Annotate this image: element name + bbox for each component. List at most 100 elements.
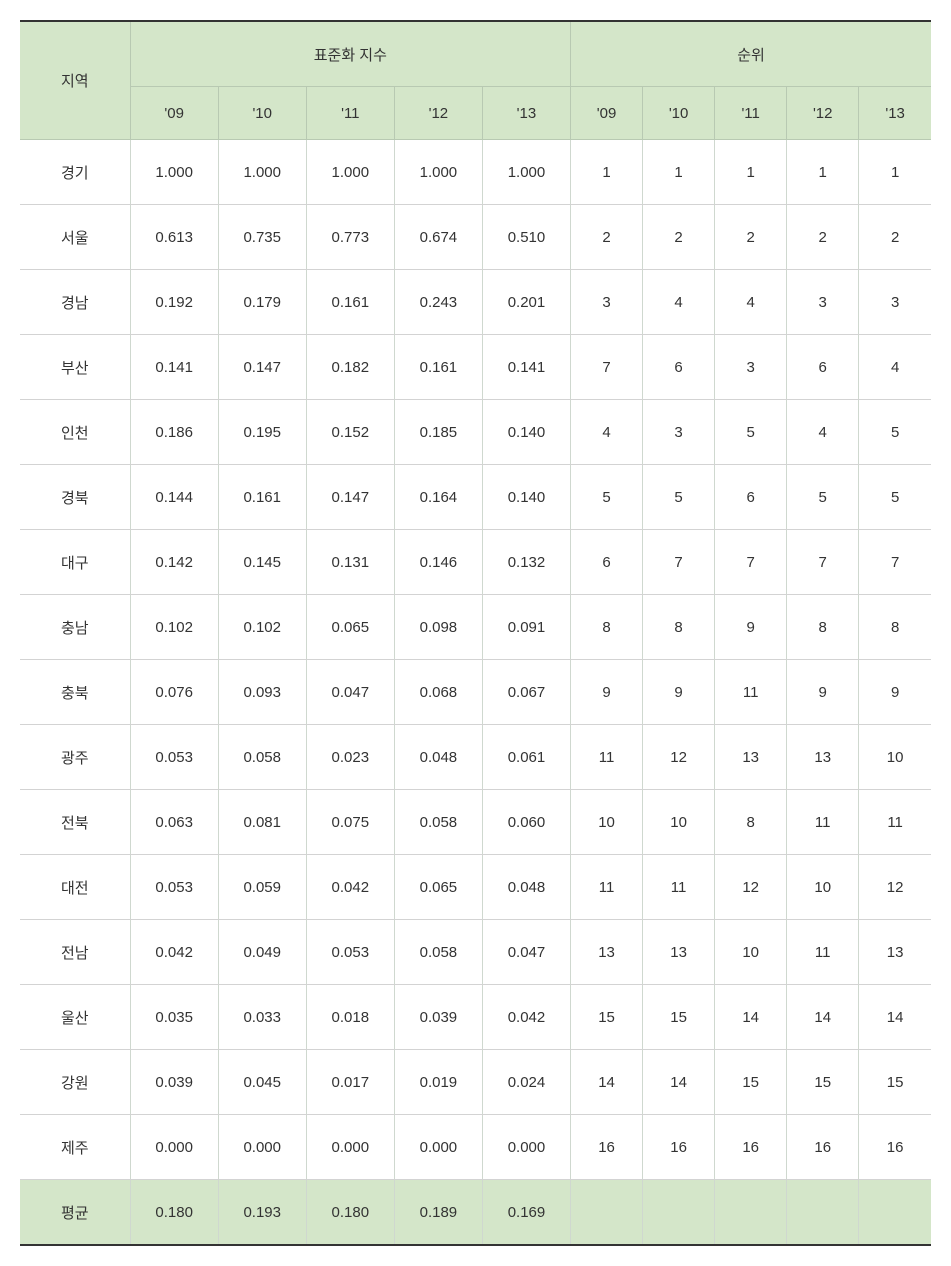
cell-index: 0.185 [394, 400, 482, 465]
data-table-container: 지역 표준화 지수 순위 '09 '10 '11 '12 '13 '09 '10… [20, 20, 931, 1246]
cell-rank: 13 [715, 725, 787, 790]
cell-index: 0.053 [130, 725, 218, 790]
header-region: 지역 [20, 21, 130, 140]
cell-rank: 1 [787, 140, 859, 205]
cell-rank: 8 [787, 595, 859, 660]
header-year-idx-4: '13 [482, 87, 570, 140]
cell-index: 1.000 [130, 140, 218, 205]
cell-rank: 1 [859, 140, 931, 205]
cell-index: 0.182 [306, 335, 394, 400]
cell-rank: 10 [643, 790, 715, 855]
cell-rank: 13 [571, 920, 643, 985]
cell-region: 경남 [20, 270, 130, 335]
cell-index: 0.179 [218, 270, 306, 335]
cell-index: 1.000 [218, 140, 306, 205]
cell-index: 0.058 [394, 920, 482, 985]
cell-index: 0.180 [306, 1180, 394, 1246]
cell-rank: 10 [787, 855, 859, 920]
cell-rank: 5 [715, 400, 787, 465]
cell-rank: 16 [643, 1115, 715, 1180]
cell-index: 0.047 [482, 920, 570, 985]
table-row: 울산0.0350.0330.0180.0390.0421515141414 [20, 985, 931, 1050]
cell-index: 0.773 [306, 205, 394, 270]
cell-index: 0.169 [482, 1180, 570, 1246]
cell-rank: 9 [715, 595, 787, 660]
cell-index: 0.063 [130, 790, 218, 855]
cell-index: 0.243 [394, 270, 482, 335]
cell-index: 0.140 [482, 400, 570, 465]
cell-rank: 16 [787, 1115, 859, 1180]
table-row: 전남0.0420.0490.0530.0580.0471313101113 [20, 920, 931, 985]
cell-rank: 11 [571, 855, 643, 920]
cell-rank: 4 [715, 270, 787, 335]
cell-index: 0.735 [218, 205, 306, 270]
cell-region: 광주 [20, 725, 130, 790]
cell-rank: 11 [787, 920, 859, 985]
cell-rank: 12 [643, 725, 715, 790]
cell-index: 1.000 [306, 140, 394, 205]
cell-rank: 7 [859, 530, 931, 595]
cell-rank: 8 [571, 595, 643, 660]
cell-rank: 5 [571, 465, 643, 530]
cell-rank: 5 [643, 465, 715, 530]
cell-rank: 2 [787, 205, 859, 270]
cell-rank: 8 [859, 595, 931, 660]
cell-region: 전남 [20, 920, 130, 985]
table-row: 대구0.1420.1450.1310.1460.13267777 [20, 530, 931, 595]
cell-index: 0.048 [394, 725, 482, 790]
cell-rank: 4 [859, 335, 931, 400]
cell-index: 0.161 [218, 465, 306, 530]
cell-rank: 11 [859, 790, 931, 855]
cell-rank: 16 [571, 1115, 643, 1180]
table-row: 전북0.0630.0810.0750.0580.060101081111 [20, 790, 931, 855]
cell-rank: 2 [859, 205, 931, 270]
cell-rank: 1 [715, 140, 787, 205]
cell-index: 0.192 [130, 270, 218, 335]
cell-rank: 14 [643, 1050, 715, 1115]
cell-index: 0.141 [482, 335, 570, 400]
cell-rank: 13 [859, 920, 931, 985]
cell-index: 0.613 [130, 205, 218, 270]
cell-rank: 2 [715, 205, 787, 270]
header-year-rank-0: '09 [571, 87, 643, 140]
cell-index: 0.042 [482, 985, 570, 1050]
cell-rank: 6 [715, 465, 787, 530]
cell-rank: 11 [643, 855, 715, 920]
cell-index: 0.161 [306, 270, 394, 335]
cell-region: 경기 [20, 140, 130, 205]
cell-rank: 15 [715, 1050, 787, 1115]
cell-rank: 10 [715, 920, 787, 985]
cell-rank: 14 [859, 985, 931, 1050]
cell-index: 0.093 [218, 660, 306, 725]
cell-rank: 9 [787, 660, 859, 725]
cell-index: 0.510 [482, 205, 570, 270]
region-index-rank-table: 지역 표준화 지수 순위 '09 '10 '11 '12 '13 '09 '10… [20, 20, 931, 1246]
cell-rank: 5 [859, 465, 931, 530]
cell-rank: 15 [859, 1050, 931, 1115]
cell-index: 0.039 [130, 1050, 218, 1115]
cell-index: 0.065 [306, 595, 394, 660]
cell-rank: 2 [571, 205, 643, 270]
cell-index: 1.000 [482, 140, 570, 205]
cell-rank: 13 [787, 725, 859, 790]
cell-rank: 16 [859, 1115, 931, 1180]
cell-rank: 16 [715, 1115, 787, 1180]
cell-rank: 2 [643, 205, 715, 270]
cell-rank: 11 [715, 660, 787, 725]
cell-rank: 3 [787, 270, 859, 335]
cell-rank: 1 [643, 140, 715, 205]
cell-rank: 7 [715, 530, 787, 595]
cell-rank: 9 [859, 660, 931, 725]
cell-index: 1.000 [394, 140, 482, 205]
cell-rank: 7 [787, 530, 859, 595]
cell-region: 강원 [20, 1050, 130, 1115]
cell-index: 0.042 [306, 855, 394, 920]
cell-rank: 13 [643, 920, 715, 985]
cell-index: 0.102 [218, 595, 306, 660]
cell-index: 0.045 [218, 1050, 306, 1115]
cell-region: 충남 [20, 595, 130, 660]
cell-index: 0.147 [306, 465, 394, 530]
cell-rank: 3 [859, 270, 931, 335]
cell-index: 0.068 [394, 660, 482, 725]
cell-rank: 7 [643, 530, 715, 595]
